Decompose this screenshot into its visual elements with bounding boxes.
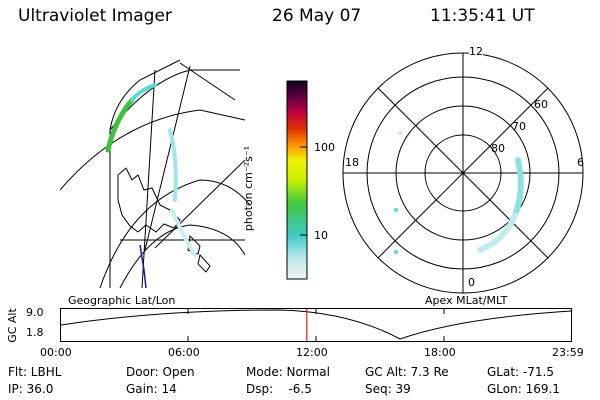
time-tick-0000: 00:00 [40,346,72,359]
polar-aurora [394,131,524,254]
mlt-label-6: 6 [577,156,584,169]
status-filter: Flt: LBHL [8,365,62,379]
date-label: 26 May 07 [272,6,362,26]
altitude-plot [60,308,572,342]
time-tick-1800: 18:00 [424,346,456,359]
colorbar [286,80,308,280]
altitude-tick-high: 9.0 [26,306,44,319]
status-seq: Seq: 39 [365,382,411,396]
coast-segment [139,244,147,288]
polar-plot [342,52,584,294]
lat-lon-grid [60,59,251,288]
altitude-curve [60,309,572,340]
status-gc-alt: GC Alt: 7.3 Re [365,365,449,379]
colorbar-tick-10: 10 [314,229,328,242]
status-dsp: Dsp: -6.5 [246,382,312,396]
left-panel-label: Geographic Lat/Lon [68,294,176,307]
instrument-title: Ultraviolet Imager [18,6,172,26]
status-mode: Mode: Normal [246,365,330,379]
colorbar-tick-100: 100 [314,141,335,154]
mlt-label-0: 0 [468,276,475,289]
mlat-label-60: 60 [534,98,548,111]
colorbar-unit: photon cm⁻²s⁻¹ [242,145,256,232]
mlat-label-70: 70 [512,120,526,133]
mlt-label-12: 12 [469,45,483,58]
altitude-axis-label: GC Alt [5,308,19,343]
time-tick-1200: 12:00 [296,346,328,359]
right-panel-label: Apex MLat/MLT [425,294,508,307]
time-tick-2359: 23:59 [552,346,584,359]
altitude-tick-low: 1.8 [26,326,44,339]
time-label: 11:35:41 UT [430,6,535,26]
status-gain: Gain: 14 [126,382,177,396]
status-door: Door: Open [126,365,195,379]
time-tick-0600: 06:00 [168,346,200,359]
aurora-emission [105,83,197,257]
mlt-label-18: 18 [345,156,359,169]
status-glon: GLon: 169.1 [487,382,560,396]
geographic-map [60,59,251,288]
status-glat: GLat: -71.5 [487,365,554,379]
mlat-label-80: 80 [491,142,505,155]
status-ip: IP: 36.0 [8,382,54,396]
